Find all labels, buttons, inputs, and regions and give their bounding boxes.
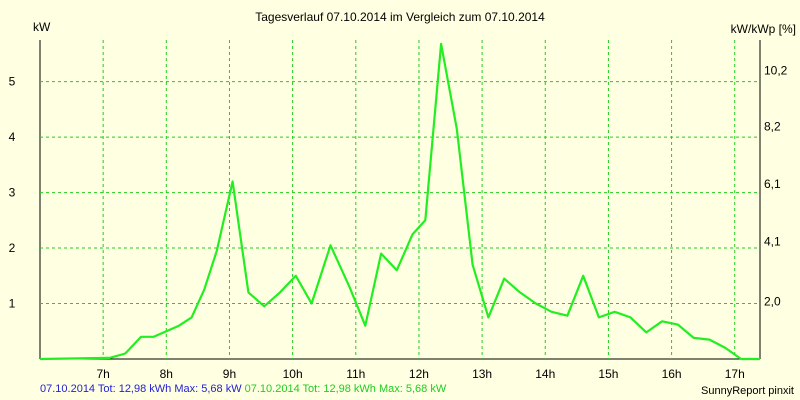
y-tick-label-left: 1 <box>9 297 16 311</box>
x-tick-label: 9h <box>223 367 236 381</box>
credit-text: SunnyReport pinxit <box>701 385 794 397</box>
y-axis-label-left: kW <box>33 20 51 34</box>
legend-entry-green: 07.10.2014 Tot: 12,98 kWh Max: 5,68 kW <box>244 383 447 395</box>
chart-title: Tagesverlauf 07.10.2014 im Vergleich zum… <box>255 10 545 24</box>
x-tick-label: 16h <box>662 367 682 381</box>
x-tick-label: 10h <box>283 367 303 381</box>
y-tick-label-right: 4,1 <box>764 234 781 248</box>
legend-entry-blue: 07.10.2014 Tot: 12,98 kWh Max: 5,68 kW <box>40 383 242 395</box>
x-tick-label: 13h <box>472 367 492 381</box>
y-tick-label-left: 5 <box>9 75 16 89</box>
x-tick-label: 8h <box>160 367 173 381</box>
y-axis-label-right: kW/kWp [%] <box>730 22 796 36</box>
y-tick-label-left: 4 <box>9 130 16 144</box>
x-tick-label: 17h <box>725 367 745 381</box>
footer-legend: 07.10.2014 Tot: 12,98 kWh Max: 5,68 kW 0… <box>40 382 446 396</box>
y-tick-label-right: 2,0 <box>764 294 781 308</box>
x-tick-label: 11h <box>346 367 365 381</box>
y-tick-label-right: 6,1 <box>764 177 781 191</box>
x-tick-label: 15h <box>598 367 618 381</box>
y-tick-label-right: 8,2 <box>764 120 781 134</box>
y-tick-label-left: 2 <box>9 241 16 255</box>
x-tick-label: 7h <box>96 367 109 381</box>
y-tick-label-right: 10,2 <box>764 64 788 78</box>
x-tick-label: 12h <box>409 367 429 381</box>
y-tick-label-left: 3 <box>9 186 16 200</box>
series-line <box>39 42 760 361</box>
x-tick-label: 14h <box>535 367 555 381</box>
